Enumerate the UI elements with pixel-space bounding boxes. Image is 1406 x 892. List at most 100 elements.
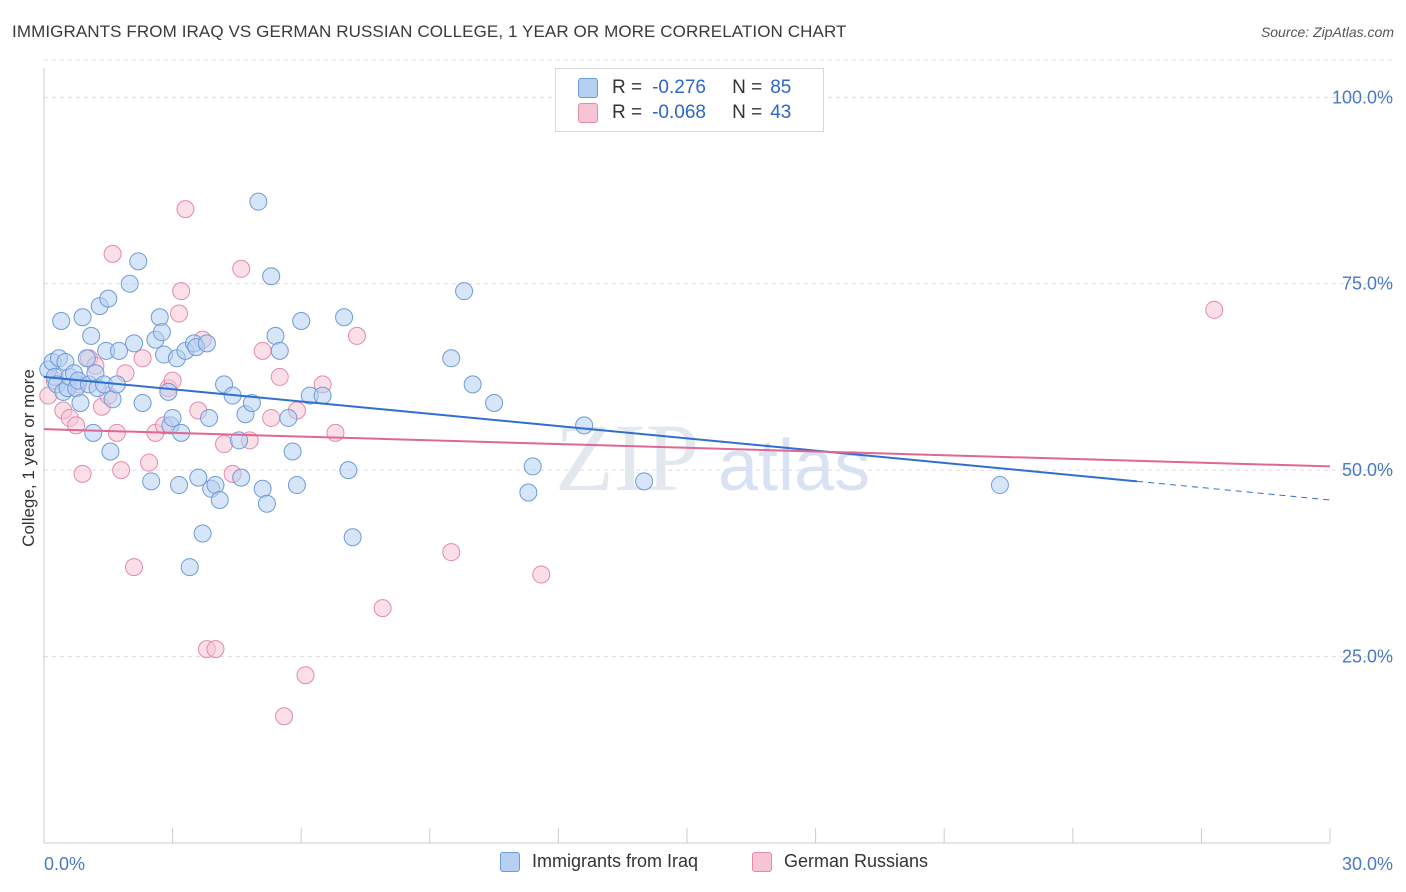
data-point-german-russians bbox=[67, 416, 86, 435]
trend-line-immigrants-from-iraq bbox=[43, 375, 1138, 483]
data-point-immigrants-from-iraq bbox=[230, 431, 249, 450]
data-point-immigrants-from-iraq bbox=[266, 326, 285, 345]
legend-row-iraq: R = -0.276 N = 85 bbox=[578, 76, 791, 100]
data-point-german-russians bbox=[253, 341, 272, 360]
y-tick-label: 100.0% bbox=[1332, 87, 1393, 107]
legend-r-value: -0.276 bbox=[652, 77, 706, 98]
data-point-immigrants-from-iraq bbox=[455, 282, 474, 301]
trend-lines bbox=[43, 375, 1331, 501]
data-point-immigrants-from-iraq bbox=[129, 252, 148, 271]
legend-swatch-pink bbox=[578, 103, 598, 123]
data-point-immigrants-from-iraq bbox=[142, 472, 161, 491]
data-point-immigrants-from-iraq bbox=[575, 416, 594, 435]
data-point-immigrants-from-iraq bbox=[990, 476, 1009, 495]
y-tick-label: 75.0% bbox=[1342, 274, 1393, 294]
data-point-immigrants-from-iraq bbox=[232, 468, 251, 487]
data-point-immigrants-from-iraq bbox=[635, 472, 654, 491]
bottom-legend-german-russians: German Russians bbox=[752, 851, 928, 872]
tick-labels: 25.0% 50.0% 75.0% 100.0% 0.0% 30.0% bbox=[44, 87, 1393, 874]
y-tick-label: 50.0% bbox=[1342, 460, 1393, 480]
watermark: ZIP atlas bbox=[555, 404, 870, 511]
data-point-immigrants-from-iraq bbox=[101, 442, 120, 461]
data-point-immigrants-from-iraq bbox=[206, 476, 225, 495]
data-point-german-russians bbox=[140, 453, 159, 472]
data-point-immigrants-from-iraq bbox=[292, 312, 311, 330]
data-point-immigrants-from-iraq bbox=[189, 468, 208, 487]
data-point-german-russians bbox=[373, 599, 392, 618]
data-point-immigrants-from-iraq bbox=[193, 524, 212, 543]
data-point-german-russians bbox=[170, 304, 189, 323]
data-point-immigrants-from-iraq bbox=[270, 341, 289, 360]
data-point-german-russians bbox=[532, 565, 551, 584]
data-point-immigrants-from-iraq bbox=[163, 408, 182, 427]
data-point-immigrants-from-iraq bbox=[279, 408, 298, 427]
data-point-german-russians bbox=[270, 367, 289, 386]
legend-swatch-blue bbox=[578, 78, 598, 98]
gridlines bbox=[44, 59, 1394, 658]
legend-swatch-pink bbox=[752, 851, 772, 872]
data-point-immigrants-from-iraq bbox=[52, 312, 71, 330]
data-point-german-russians bbox=[296, 666, 315, 685]
data-point-german-russians bbox=[347, 326, 366, 345]
data-point-german-russians bbox=[125, 558, 144, 577]
data-point-immigrants-from-iraq bbox=[150, 308, 169, 327]
data-point-german-russians bbox=[112, 461, 131, 480]
x-tick-label: 30.0% bbox=[1342, 854, 1393, 874]
data-point-immigrants-from-iraq bbox=[343, 528, 362, 547]
chart-title: IMMIGRANTS FROM IRAQ VS GERMAN RUSSIAN C… bbox=[12, 22, 847, 41]
data-point-german-russians bbox=[107, 423, 126, 442]
data-point-immigrants-from-iraq bbox=[249, 192, 268, 211]
data-point-immigrants-from-iraq bbox=[73, 308, 92, 327]
legend-swatch-blue bbox=[500, 851, 520, 872]
data-point-german-russians bbox=[172, 282, 191, 301]
legend-row-german-russians: R = -0.068 N = 43 bbox=[578, 101, 791, 125]
x-tick-label: 0.0% bbox=[44, 854, 85, 874]
data-point-german-russians bbox=[103, 244, 122, 263]
data-point-german-russians bbox=[326, 423, 345, 442]
data-point-immigrants-from-iraq bbox=[84, 423, 103, 442]
data-point-immigrants-from-iraq bbox=[313, 386, 332, 405]
legend-n-label: N = bbox=[732, 77, 763, 98]
legend-r-label: R = bbox=[612, 77, 643, 98]
data-point-german-russians bbox=[176, 200, 195, 219]
data-point-immigrants-from-iraq bbox=[133, 394, 152, 413]
data-point-immigrants-from-iraq bbox=[335, 308, 354, 327]
watermark-zip: ZIP bbox=[555, 404, 699, 511]
data-point-german-russians bbox=[133, 349, 152, 368]
trend-line-german-russians bbox=[43, 428, 1331, 468]
legend-n-value: 85 bbox=[770, 77, 792, 98]
trend-line-extension-immigrants-from-iraq bbox=[1137, 480, 1331, 501]
source-label: Source: ZipAtlas.com bbox=[1260, 24, 1394, 40]
series-immigrants-from-iraq bbox=[39, 192, 1009, 577]
data-point-german-russians bbox=[262, 408, 281, 427]
bottom-legend-label: Immigrants from Iraq bbox=[532, 851, 699, 871]
data-point-immigrants-from-iraq bbox=[442, 349, 461, 368]
y-axis-title: College, 1 year or more bbox=[19, 369, 38, 547]
legend-n-label: N = bbox=[732, 102, 763, 123]
data-point-immigrants-from-iraq bbox=[200, 408, 219, 427]
data-point-immigrants-from-iraq bbox=[82, 326, 101, 345]
data-point-immigrants-from-iraq bbox=[99, 289, 118, 308]
bottom-legend-label: German Russians bbox=[784, 851, 929, 871]
data-point-immigrants-from-iraq bbox=[210, 490, 229, 509]
data-point-immigrants-from-iraq bbox=[152, 323, 171, 342]
data-point-german-russians bbox=[206, 640, 225, 659]
data-point-immigrants-from-iraq bbox=[253, 479, 272, 498]
stats-legend: R = -0.276 N = 85 R = -0.068 N = 43 bbox=[555, 68, 824, 132]
data-point-immigrants-from-iraq bbox=[159, 382, 178, 401]
legend-r-value: -0.068 bbox=[652, 102, 706, 123]
axes bbox=[43, 68, 1331, 844]
data-point-immigrants-from-iraq bbox=[120, 274, 139, 293]
data-point-immigrants-from-iraq bbox=[257, 494, 276, 513]
legend-r-label: R = bbox=[612, 102, 643, 123]
data-point-immigrants-from-iraq bbox=[485, 394, 504, 413]
data-point-immigrants-from-iraq bbox=[77, 349, 96, 368]
y-tick-label: 25.0% bbox=[1342, 647, 1393, 667]
data-point-immigrants-from-iraq bbox=[287, 476, 306, 495]
data-point-immigrants-from-iraq bbox=[262, 267, 281, 286]
data-point-immigrants-from-iraq bbox=[523, 457, 542, 476]
data-point-immigrants-from-iraq bbox=[103, 390, 122, 409]
data-point-german-russians bbox=[73, 464, 92, 483]
bottom-legend-iraq: Immigrants from Iraq bbox=[500, 851, 698, 872]
data-point-german-russians bbox=[232, 259, 251, 278]
